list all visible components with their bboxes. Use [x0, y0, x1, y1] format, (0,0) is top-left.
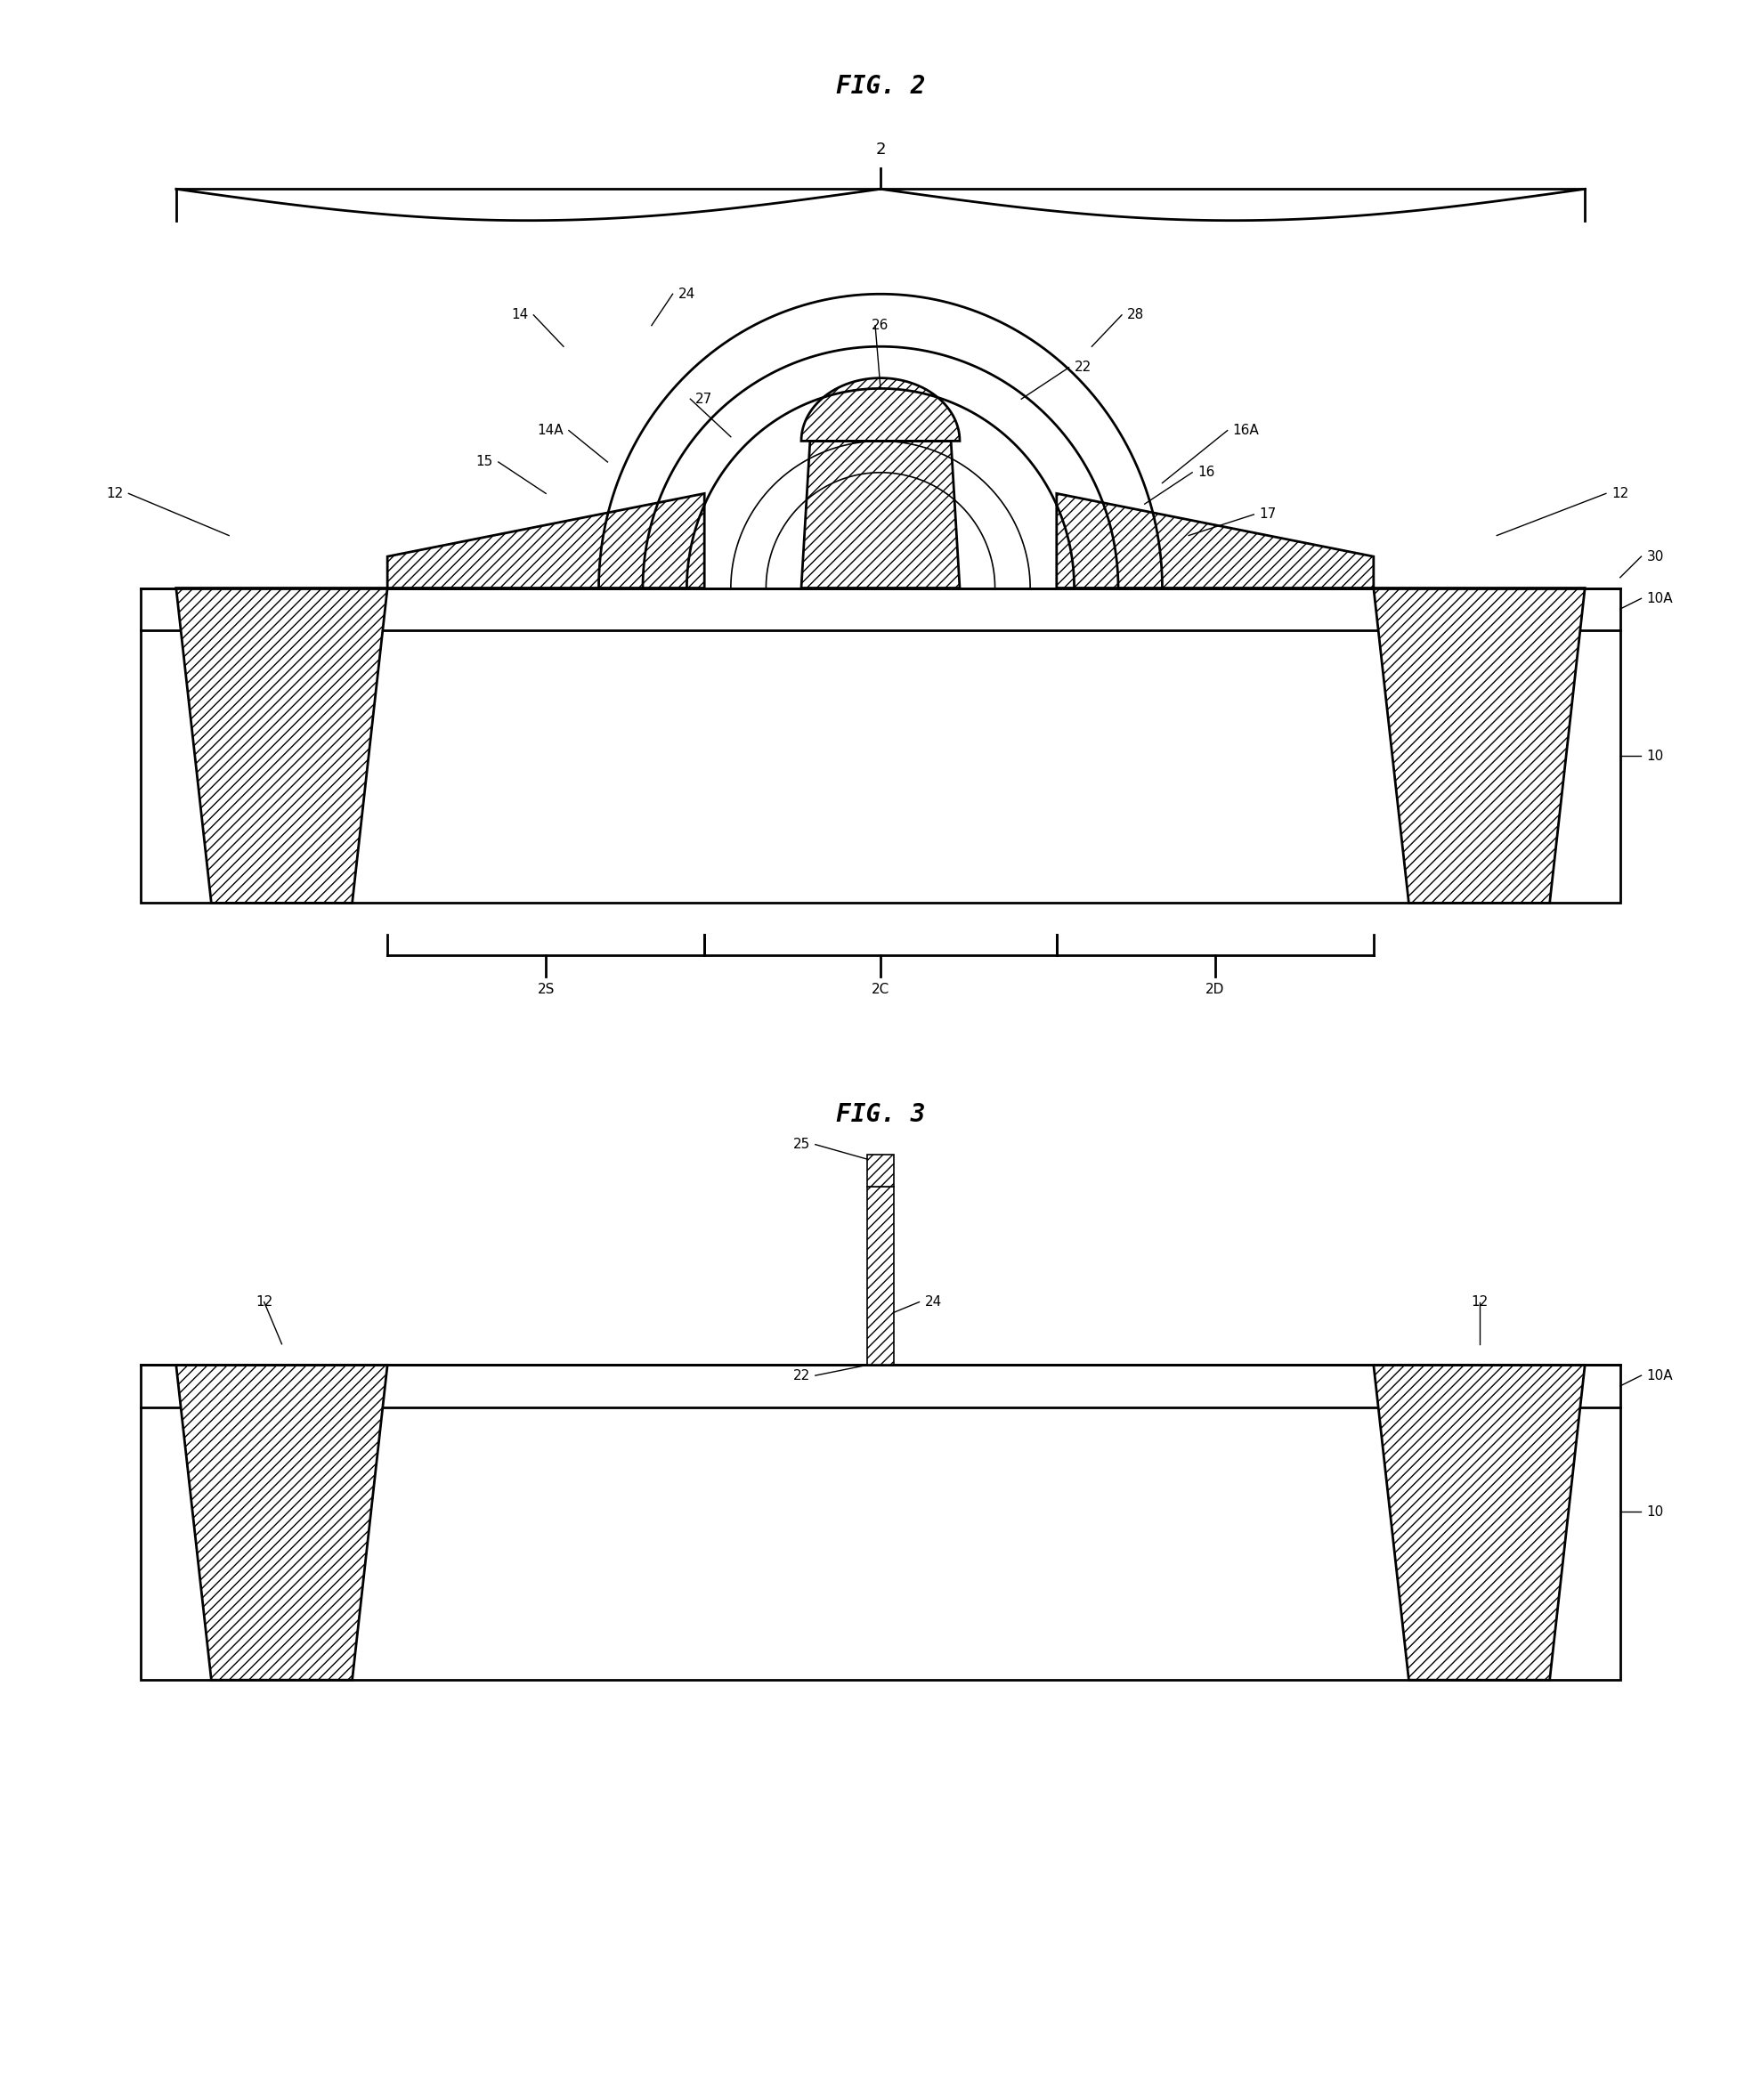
Text: 24: 24: [678, 288, 696, 300]
Text: FIG. 3: FIG. 3: [836, 1102, 925, 1128]
Text: 2D: 2D: [1206, 983, 1224, 995]
Text: 12: 12: [106, 487, 123, 500]
Text: 10A: 10A: [1647, 592, 1673, 605]
Text: 10: 10: [1647, 1506, 1664, 1518]
Polygon shape: [801, 378, 960, 441]
Text: 26: 26: [872, 319, 889, 332]
Polygon shape: [176, 1365, 387, 1680]
Text: 16: 16: [1197, 466, 1215, 479]
Polygon shape: [1374, 1365, 1585, 1680]
Polygon shape: [1057, 494, 1374, 588]
Polygon shape: [801, 441, 960, 588]
Bar: [868, 1155, 895, 1186]
Polygon shape: [387, 494, 704, 588]
Polygon shape: [1374, 588, 1585, 903]
Text: 14A: 14A: [537, 424, 564, 437]
Text: 28: 28: [1127, 309, 1145, 321]
Text: 14: 14: [511, 309, 528, 321]
Text: 30: 30: [1647, 550, 1664, 563]
Text: 10: 10: [1647, 750, 1664, 762]
Text: 17: 17: [1259, 508, 1277, 521]
Text: 22: 22: [792, 1369, 810, 1382]
Text: FIG. 2: FIG. 2: [836, 74, 925, 99]
Bar: [141, 588, 1620, 903]
Text: 22: 22: [1074, 361, 1092, 374]
Text: 15: 15: [475, 456, 493, 468]
Bar: [868, 1186, 895, 1365]
Text: 12: 12: [1611, 487, 1629, 500]
Text: 27: 27: [696, 393, 713, 405]
Text: 12: 12: [255, 1296, 273, 1308]
Text: 12: 12: [1470, 1296, 1488, 1308]
Text: 2C: 2C: [872, 983, 889, 995]
Text: 25: 25: [792, 1138, 810, 1151]
Text: 24: 24: [925, 1296, 942, 1308]
Bar: [141, 1365, 1620, 1680]
Polygon shape: [176, 588, 387, 903]
Text: 10A: 10A: [1647, 1369, 1673, 1382]
Text: 2S: 2S: [537, 983, 555, 995]
Text: 2: 2: [875, 141, 886, 157]
Text: 16A: 16A: [1233, 424, 1259, 437]
